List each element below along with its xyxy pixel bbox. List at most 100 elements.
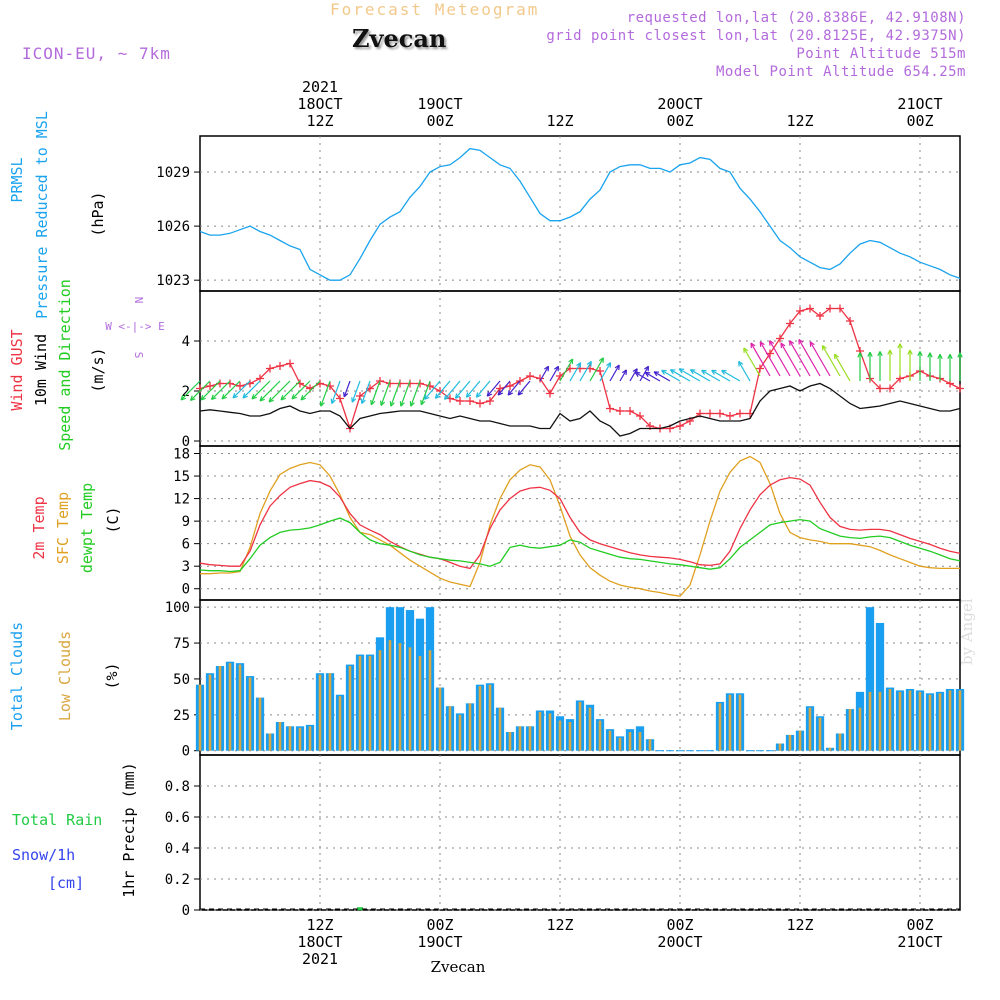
gust-marker <box>606 404 614 413</box>
bar-low-clouds <box>958 690 962 751</box>
bar-low-clouds <box>918 691 922 751</box>
bar-low-clouds <box>208 674 212 751</box>
wind-arrow-head <box>399 401 405 407</box>
compass-south: S <box>132 352 145 359</box>
wind-direction-arrow <box>424 380 441 400</box>
gust-marker <box>396 379 404 388</box>
ylabel-ms-unit: (m/s) <box>89 347 107 392</box>
gust-marker <box>206 382 214 390</box>
wind-direction-arrow <box>221 380 241 400</box>
bar-low-clouds <box>728 694 732 751</box>
bar-low-clouds <box>318 674 322 751</box>
time-label-top: 00Z <box>426 112 453 130</box>
series-2m-temp-line <box>199 476 961 570</box>
wind-arrow-head <box>251 394 257 400</box>
gust-marker <box>356 392 364 400</box>
wind-direction-arrow <box>390 380 401 407</box>
bar-low-clouds <box>548 713 552 751</box>
bar-low-clouds <box>628 732 632 751</box>
gust-marker <box>736 409 744 418</box>
wind-direction-arrow <box>769 340 791 377</box>
wind-direction-arrow <box>343 380 351 398</box>
gust-marker <box>506 382 514 390</box>
wind-direction-arrow <box>789 340 811 377</box>
bar-low-clouds <box>928 694 932 751</box>
ylabel-speed-direction: Speed and Direction <box>56 279 74 451</box>
wind-arrow-head <box>759 341 765 347</box>
wind-direction-arrow <box>634 371 651 382</box>
bar-low-clouds <box>828 747 832 751</box>
y-tick-label: 2 <box>182 384 190 400</box>
wind-arrow-head <box>434 393 441 399</box>
wind-direction-arrow <box>809 341 831 377</box>
ylabel-c-unit: (C) <box>104 506 122 533</box>
wind-arrow-head <box>586 360 592 367</box>
wind-arrow-head <box>351 397 357 403</box>
bar-low-clouds <box>568 721 572 751</box>
wind-arrow-head <box>210 394 217 401</box>
bar-low-clouds <box>338 696 342 751</box>
wind-direction-arrow <box>420 380 431 406</box>
bar-low-clouds <box>378 650 382 751</box>
time-label-bottom: 12Z <box>786 916 813 934</box>
ylabel-1hr-precip: 1hr Precip (mm) <box>120 762 138 897</box>
time-label-top: 00Z <box>666 112 693 130</box>
panel-frame-temperature <box>199 445 961 601</box>
time-label-bottom: 00Z <box>666 916 693 934</box>
gust-marker <box>616 407 624 415</box>
bar-low-clouds <box>538 711 542 751</box>
wind-direction-arrow <box>475 380 491 398</box>
wind-direction-arrow <box>190 380 211 401</box>
gust-marker <box>526 372 534 380</box>
wind-arrow-head <box>621 369 627 375</box>
gust-marker <box>846 317 854 325</box>
gust-marker <box>386 379 394 388</box>
wind-direction-arrow <box>711 369 731 382</box>
ylabel-2m-temp: 2m Temp <box>30 496 48 559</box>
gust-marker <box>836 304 844 313</box>
wind-arrow-head <box>475 392 482 398</box>
wind-direction-arrow <box>701 369 721 382</box>
bar-low-clouds <box>198 684 202 751</box>
y-tick-label: 25 <box>173 708 190 724</box>
wind-arrow-head <box>857 352 863 358</box>
wind-direction-arrow <box>486 380 501 397</box>
wind-arrow-head <box>743 347 749 353</box>
bar-low-clouds <box>398 643 402 751</box>
time-label-bottom: 12Z <box>306 916 333 934</box>
bar-low-clouds <box>278 721 282 751</box>
wind-arrow-head <box>517 390 523 396</box>
ylabel-low-clouds: Low Clouds <box>56 631 74 721</box>
bar-low-clouds <box>248 677 252 751</box>
time-label-bottom: 00Z <box>906 916 933 934</box>
bar-low-clouds <box>908 690 912 751</box>
wind-direction-arrow <box>670 369 691 382</box>
wind-direction-arrow <box>410 380 421 407</box>
gust-marker <box>816 312 824 320</box>
wind-direction-arrow <box>653 371 671 382</box>
time-label-top: 20OCT <box>657 95 702 113</box>
wind-direction-arrow <box>743 347 761 377</box>
wind-direction-arrow <box>211 380 231 400</box>
gust-marker <box>416 379 424 388</box>
wind-arrow-head <box>701 369 707 375</box>
y-tick-label: 1026 <box>156 219 190 235</box>
wind-arrow-head <box>221 394 227 400</box>
time-label-bottom: 2021 <box>302 950 338 968</box>
gust-marker <box>476 399 484 408</box>
bar-low-clouds <box>888 688 892 751</box>
wind-direction-arrow <box>780 342 801 377</box>
grid-point-coordinates: grid point closest lon,lat (20.8125E, 42… <box>546 28 966 44</box>
gust-marker <box>636 412 644 420</box>
wind-arrow-head <box>750 342 756 349</box>
wind-arrow-head <box>689 369 696 375</box>
bar-low-clouds <box>618 737 622 751</box>
bar-low-clouds <box>258 697 262 751</box>
wind-arrow-head <box>809 341 815 347</box>
wind-arrow-head <box>291 394 297 400</box>
time-label-bottom: 12Z <box>546 916 573 934</box>
wind-arrow-head <box>877 351 883 357</box>
ylabel-dewpt-temp: dewpt Temp <box>78 483 96 573</box>
wind-direction-arrow <box>251 380 271 400</box>
panel-frame-precip <box>199 754 961 911</box>
